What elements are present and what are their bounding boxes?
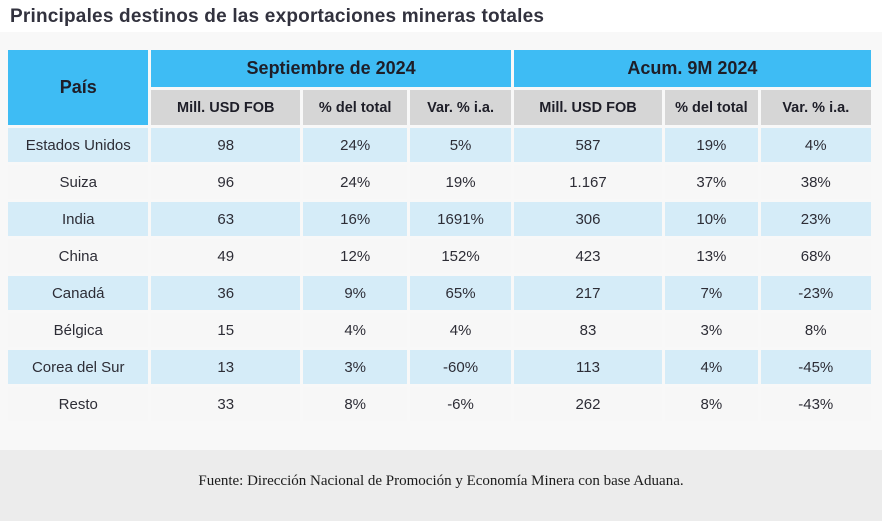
cell-value: 12% [303, 239, 408, 273]
column-header-sep-pct: % del total [303, 90, 408, 125]
table-row-canada: Canadá 36 9% 65% 217 7% -23% [8, 276, 871, 310]
cell-value: 8% [303, 387, 408, 421]
cell-value: 8% [665, 387, 758, 421]
group-header-acumulado: Acum. 9M 2024 [513, 50, 871, 87]
cell-value: -6% [410, 387, 511, 421]
table-row-resto: Resto 33 8% -6% 262 8% -43% [8, 387, 871, 421]
cell-value: -23% [760, 276, 871, 310]
exports-table: País Septiembre de 2024 Acum. 9M 2024 Mi… [5, 47, 874, 424]
table-row-belgica: Bélgica 15 4% 4% 83 3% 8% [8, 313, 871, 347]
cell-value: 4% [303, 313, 408, 347]
group-header-row: País Septiembre de 2024 Acum. 9M 2024 [8, 50, 871, 125]
cell-country: Estados Unidos [8, 128, 149, 162]
cell-value: 3% [665, 313, 758, 347]
cell-value: -45% [760, 350, 871, 384]
cell-value: 96 [151, 165, 300, 199]
cell-value: 9% [303, 276, 408, 310]
cell-value: 15 [151, 313, 300, 347]
cell-value: 13 [151, 350, 300, 384]
cell-country: Bélgica [8, 313, 149, 347]
cell-value: 4% [665, 350, 758, 384]
table-row-suiza: Suiza 96 24% 19% 1.167 37% 38% [8, 165, 871, 199]
cell-value: 306 [513, 202, 663, 236]
column-header-acum-musd: Mill. USD FOB [513, 90, 663, 125]
cell-country: China [8, 239, 149, 273]
table-row-china: China 49 12% 152% 423 13% 68% [8, 239, 871, 273]
cell-value: 63 [151, 202, 300, 236]
cell-value: 37% [665, 165, 758, 199]
cell-country: Canadá [8, 276, 149, 310]
title-bar: Principales destinos de las exportacione… [0, 0, 882, 32]
cell-value: 7% [665, 276, 758, 310]
cell-country: India [8, 202, 149, 236]
cell-value: -60% [410, 350, 511, 384]
sub-header-row: Mill. USD FOB % del total Var. % i.a. Mi… [8, 90, 871, 125]
cell-value: 83 [513, 313, 663, 347]
source-footer: Fuente: Dirección Nacional de Promoción … [0, 450, 882, 521]
cell-value: 10% [665, 202, 758, 236]
cell-value: 24% [303, 165, 408, 199]
cell-value: 423 [513, 239, 663, 273]
cell-value: 113 [513, 350, 663, 384]
cell-value: 4% [760, 128, 871, 162]
cell-value: 1691% [410, 202, 511, 236]
page-title: Principales destinos de las exportacione… [10, 6, 545, 27]
cell-value: 49 [151, 239, 300, 273]
column-header-pais: País [8, 50, 149, 125]
cell-value: 16% [303, 202, 408, 236]
cell-country: Suiza [8, 165, 149, 199]
cell-value: 65% [410, 276, 511, 310]
table-area: País Septiembre de 2024 Acum. 9M 2024 Mi… [0, 32, 882, 450]
column-header-acum-var: Var. % i.a. [760, 90, 871, 125]
column-header-sep-musd: Mill. USD FOB [151, 90, 300, 125]
cell-value: 36 [151, 276, 300, 310]
cell-value: 587 [513, 128, 663, 162]
cell-value: 23% [760, 202, 871, 236]
column-header-acum-pct: % del total [665, 90, 758, 125]
source-note: Fuente: Dirección Nacional de Promoción … [198, 473, 684, 489]
cell-value: 152% [410, 239, 511, 273]
cell-value: -43% [760, 387, 871, 421]
cell-value: 262 [513, 387, 663, 421]
cell-value: 13% [665, 239, 758, 273]
cell-value: 68% [760, 239, 871, 273]
cell-value: 38% [760, 165, 871, 199]
cell-value: 4% [410, 313, 511, 347]
cell-value: 98 [151, 128, 300, 162]
cell-country: Corea del Sur [8, 350, 149, 384]
cell-country: Resto [8, 387, 149, 421]
column-header-sep-var: Var. % i.a. [410, 90, 511, 125]
cell-value: 3% [303, 350, 408, 384]
cell-value: 24% [303, 128, 408, 162]
cell-value: 33 [151, 387, 300, 421]
group-header-septiembre: Septiembre de 2024 [151, 50, 511, 87]
cell-value: 19% [410, 165, 511, 199]
table-row-india: India 63 16% 1691% 306 10% 23% [8, 202, 871, 236]
table-row-corea-del-sur: Corea del Sur 13 3% -60% 113 4% -45% [8, 350, 871, 384]
cell-value: 19% [665, 128, 758, 162]
table-row-estados-unidos: Estados Unidos 98 24% 5% 587 19% 4% [8, 128, 871, 162]
cell-value: 1.167 [513, 165, 663, 199]
cell-value: 217 [513, 276, 663, 310]
cell-value: 5% [410, 128, 511, 162]
cell-value: 8% [760, 313, 871, 347]
